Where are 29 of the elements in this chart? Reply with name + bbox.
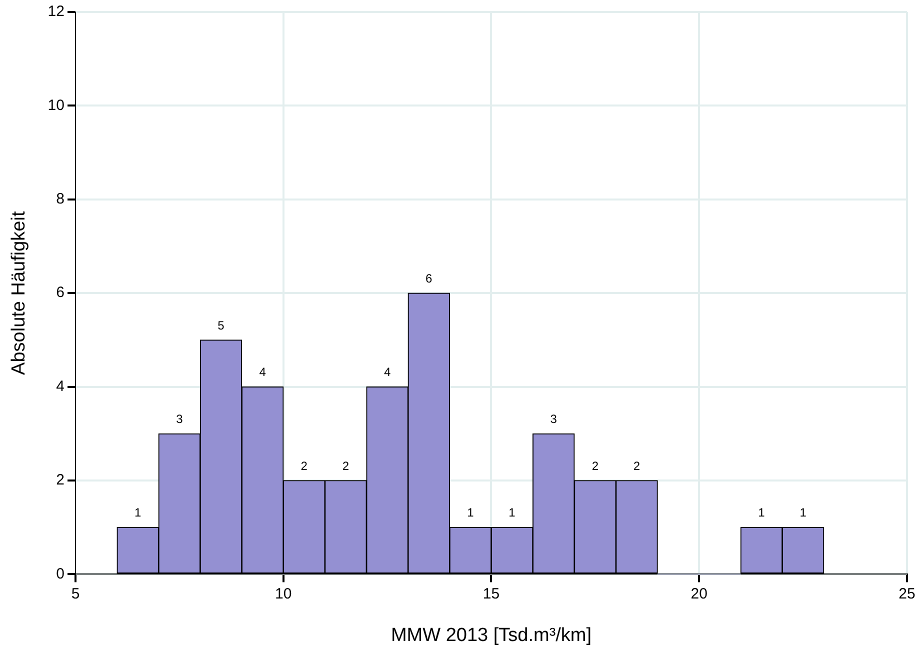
- data-label: 4: [259, 365, 266, 380]
- y-tick-label: 12: [48, 3, 64, 20]
- x-axis-title: MMW 2013 [Tsd.m³/km]: [390, 624, 592, 646]
- x-tick-label: 20: [690, 585, 708, 602]
- y-tick-label: 0: [56, 565, 64, 582]
- data-label: 1: [508, 506, 516, 520]
- x-tick-label: 15: [482, 585, 500, 602]
- data-label: 2: [592, 458, 599, 473]
- data-label: 2: [300, 458, 308, 473]
- data-label: 1: [800, 506, 807, 520]
- x-tick-label: 5: [71, 585, 80, 602]
- data-label: 2: [342, 458, 350, 473]
- x-tick-label: 10: [275, 585, 292, 602]
- y-tick-label: 8: [56, 190, 64, 208]
- data-label: 1: [467, 506, 474, 520]
- data-label: 2: [633, 458, 640, 473]
- data-label: 4: [384, 365, 391, 380]
- x-tick-label: 25: [898, 585, 916, 602]
- data-label: 6: [426, 271, 433, 286]
- y-tick-label: 2: [56, 472, 64, 489]
- y-tick-label: 4: [56, 378, 64, 395]
- data-label: 3: [176, 412, 184, 426]
- data-label: 3: [550, 412, 558, 426]
- data-label: 1: [134, 506, 142, 520]
- y-tick-label: 10: [48, 96, 64, 114]
- y-axis-title: Absolute Häufigkeit: [8, 210, 30, 375]
- data-label: 1: [758, 506, 766, 520]
- data-label: 5: [218, 318, 225, 332]
- y-tick-label: 6: [56, 284, 64, 302]
